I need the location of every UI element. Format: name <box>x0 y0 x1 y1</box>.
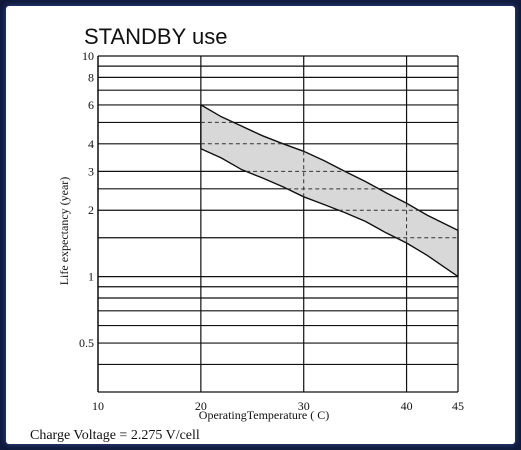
x-tick-label: 30 <box>298 399 310 413</box>
y-tick-label: 2 <box>88 203 94 217</box>
x-tick-label: 45 <box>452 399 464 413</box>
chart-frame: STANDBY use 0.5 1 2 3 4 6 8 10 10 20 30 40 45 Operat… <box>6 6 515 444</box>
life-band-fill <box>200 104 458 277</box>
x-tick-label: 10 <box>92 399 104 413</box>
y-tick-label: 3 <box>88 164 94 178</box>
chart-title: STANDBY use <box>84 24 227 49</box>
reference-lines <box>200 121 458 244</box>
y-tick-label: 1 <box>88 270 94 284</box>
y-axis-label: Life expectancy (year) <box>57 177 71 286</box>
y-tick-label: 0.5 <box>79 336 94 350</box>
charge-voltage-note: Charge Voltage = 2.275 V/cell <box>30 428 200 443</box>
y-tick-label: 10 <box>82 49 94 63</box>
life-band <box>200 104 459 278</box>
y-tick-label: 8 <box>88 70 94 84</box>
y-tick-label: 6 <box>88 98 94 112</box>
life-expectancy-chart: STANDBY use 0.5 1 2 3 4 6 8 10 10 20 30 40 45 Operat… <box>30 24 464 443</box>
x-axis-label: OperatingTemperature ( C) <box>199 408 329 422</box>
tick-labels: 0.5 1 2 3 4 6 8 10 10 20 30 40 45 <box>79 49 464 413</box>
x-tick-label: 40 <box>401 399 413 413</box>
y-tick-label: 4 <box>88 137 94 151</box>
x-tick-label: 20 <box>195 399 207 413</box>
lower-life-line <box>200 148 459 278</box>
